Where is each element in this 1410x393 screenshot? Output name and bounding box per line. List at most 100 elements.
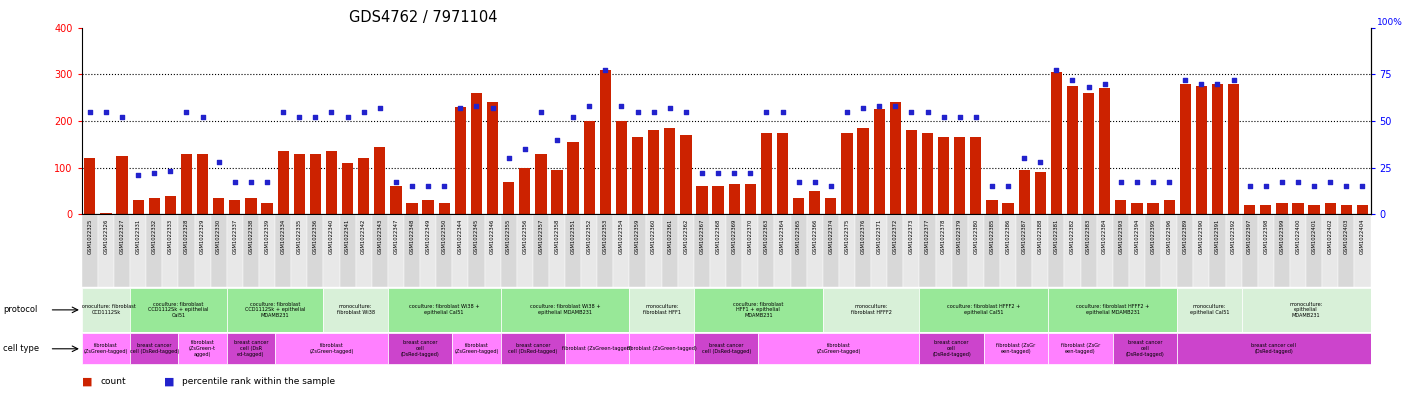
- Point: [1110, 179, 1132, 185]
- Text: GSM1022360: GSM1022360: [651, 219, 656, 254]
- Point: [1175, 77, 1197, 83]
- Bar: [1032, 215, 1049, 287]
- Bar: [1261, 205, 1272, 214]
- Bar: [1050, 72, 1062, 214]
- Bar: [697, 186, 708, 214]
- Point: [916, 108, 939, 115]
- Point: [530, 108, 553, 115]
- Bar: [436, 215, 453, 287]
- Text: 100%: 100%: [1378, 18, 1403, 27]
- Bar: [293, 154, 305, 214]
- Text: fibroblast
(ZsGreen-t
agged): fibroblast (ZsGreen-t agged): [189, 340, 216, 357]
- Point: [706, 170, 729, 176]
- Bar: [503, 182, 515, 214]
- Text: monoculture:
fibroblast HFF1: monoculture: fibroblast HFF1: [643, 305, 681, 315]
- Bar: [180, 154, 192, 214]
- Bar: [1306, 215, 1323, 287]
- Point: [1222, 77, 1245, 83]
- Bar: [179, 333, 227, 364]
- Point: [1270, 179, 1293, 185]
- Bar: [839, 215, 854, 287]
- Bar: [326, 151, 337, 214]
- Bar: [323, 215, 340, 287]
- Bar: [82, 288, 130, 332]
- Text: GSM1022333: GSM1022333: [168, 219, 173, 254]
- Bar: [629, 333, 694, 364]
- Text: breast cancer
cell
(DsRed-tagged): breast cancer cell (DsRed-tagged): [932, 340, 971, 357]
- Bar: [388, 288, 501, 332]
- Point: [224, 179, 247, 185]
- Bar: [1242, 288, 1371, 332]
- Bar: [1308, 205, 1320, 214]
- Bar: [388, 333, 453, 364]
- Bar: [261, 202, 272, 214]
- Text: GSM1022389: GSM1022389: [1183, 219, 1187, 254]
- Bar: [420, 215, 436, 287]
- Bar: [1098, 88, 1110, 214]
- Bar: [162, 215, 179, 287]
- Bar: [726, 215, 742, 287]
- Point: [513, 146, 536, 152]
- Bar: [1258, 215, 1273, 287]
- Text: GSM1022392: GSM1022392: [1231, 219, 1237, 254]
- Bar: [774, 215, 791, 287]
- Bar: [391, 186, 402, 214]
- Point: [981, 183, 1004, 189]
- Text: GSM1022366: GSM1022366: [812, 219, 818, 254]
- Bar: [887, 215, 904, 287]
- Bar: [646, 215, 661, 287]
- Bar: [936, 215, 952, 287]
- Bar: [711, 215, 726, 287]
- Text: GSM1022352: GSM1022352: [587, 219, 592, 254]
- Bar: [809, 191, 821, 214]
- Point: [1142, 179, 1165, 185]
- Text: coculture: fibroblast
CCD1112Sk + epithelial
Cal51: coculture: fibroblast CCD1112Sk + epithe…: [148, 301, 209, 318]
- Text: GSM1022331: GSM1022331: [135, 219, 141, 254]
- Bar: [1273, 215, 1290, 287]
- Bar: [1196, 86, 1207, 214]
- Bar: [453, 333, 501, 364]
- Text: GSM1022332: GSM1022332: [152, 219, 157, 254]
- Bar: [1356, 205, 1368, 214]
- Bar: [1145, 215, 1160, 287]
- Bar: [938, 137, 949, 214]
- Point: [1303, 183, 1325, 189]
- Bar: [148, 198, 159, 214]
- Point: [1125, 179, 1148, 185]
- Text: GSM1022355: GSM1022355: [506, 219, 512, 254]
- Point: [79, 108, 102, 115]
- Text: GSM1022347: GSM1022347: [393, 219, 399, 254]
- Bar: [275, 215, 292, 287]
- Text: GSM1022404: GSM1022404: [1361, 219, 1365, 254]
- Text: GSM1022353: GSM1022353: [603, 219, 608, 254]
- Text: GSM1022344: GSM1022344: [458, 219, 462, 254]
- Bar: [823, 215, 839, 287]
- Point: [578, 103, 601, 109]
- Bar: [905, 130, 916, 214]
- Text: ■: ■: [164, 376, 173, 386]
- Text: GSM1022329: GSM1022329: [200, 219, 204, 254]
- Point: [674, 108, 697, 115]
- Text: GSM1022354: GSM1022354: [619, 219, 625, 254]
- Bar: [1018, 170, 1029, 214]
- Text: GSM1022391: GSM1022391: [1215, 219, 1220, 254]
- Point: [1255, 183, 1277, 189]
- Point: [739, 170, 761, 176]
- Bar: [453, 215, 468, 287]
- Text: GSM1022395: GSM1022395: [1151, 219, 1156, 254]
- Bar: [1067, 86, 1079, 214]
- Point: [255, 179, 278, 185]
- Text: GSM1022362: GSM1022362: [684, 219, 688, 254]
- Point: [498, 155, 520, 161]
- Text: GSM1022385: GSM1022385: [990, 219, 994, 254]
- Point: [691, 170, 713, 176]
- Bar: [278, 151, 289, 214]
- Point: [352, 108, 375, 115]
- Bar: [712, 186, 723, 214]
- Bar: [632, 137, 643, 214]
- Text: GSM1022384: GSM1022384: [1103, 219, 1107, 254]
- Bar: [1177, 333, 1371, 364]
- Point: [192, 114, 214, 120]
- Bar: [565, 333, 629, 364]
- Text: monoculture:
fibroblast HFFF2: monoculture: fibroblast HFFF2: [850, 305, 891, 315]
